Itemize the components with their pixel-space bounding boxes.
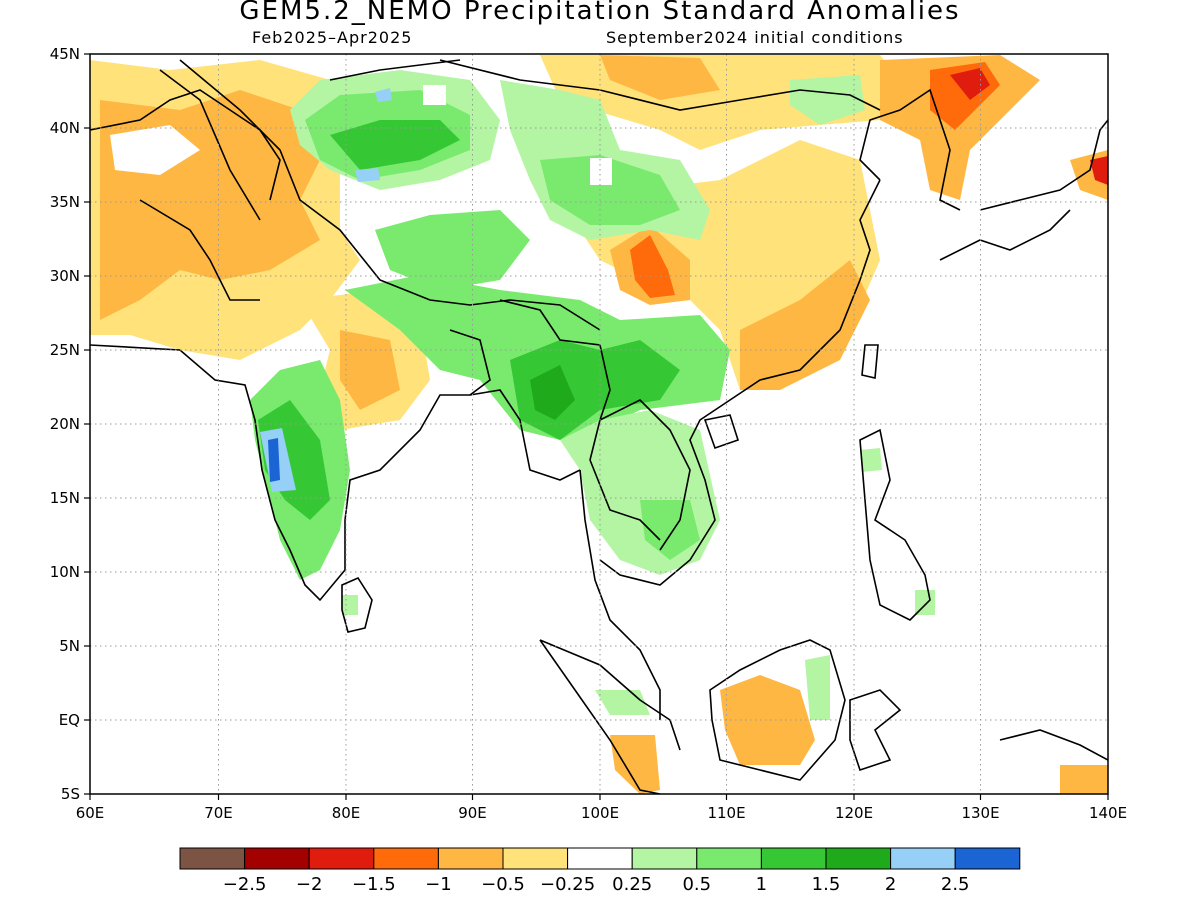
dry-region-south-china-orange xyxy=(740,260,870,390)
wet-region-tibet-north-dark xyxy=(330,120,460,170)
dry-region-newguinea xyxy=(1060,765,1108,794)
colorbar-label: 0.25 xyxy=(612,874,652,895)
wet-region-philippines xyxy=(860,448,882,472)
coast-srilanka xyxy=(341,576,373,633)
border-tibet xyxy=(159,59,461,221)
wet-region-borneo-east xyxy=(805,655,830,720)
colorbar-swatch xyxy=(567,847,633,870)
wet-region-tibet-south xyxy=(375,210,530,290)
lat-label: 25N xyxy=(50,341,80,359)
colorbar-label: −1 xyxy=(425,874,452,895)
colorbar-swatch xyxy=(373,847,439,870)
coast-sumatra xyxy=(539,639,661,794)
wet-region-indochina-mid xyxy=(640,500,700,560)
colorbar-swatch xyxy=(825,847,892,870)
colorbar-swatch xyxy=(308,847,375,870)
wet-region-sumatra-n xyxy=(595,690,650,715)
wet-region-mongolia-mid xyxy=(540,155,680,225)
wet-region-india-west-darkblue xyxy=(268,438,280,482)
lon-label: 70E xyxy=(204,804,233,822)
border-himalaya xyxy=(179,59,601,331)
lat-label: 5N xyxy=(59,637,80,655)
colorbar-label: −2.5 xyxy=(223,874,267,895)
lat-label: 30N xyxy=(50,267,80,285)
lat-label: 45N xyxy=(50,45,80,63)
coast-china-north xyxy=(859,88,961,211)
dry-region-white-hole xyxy=(110,125,200,175)
lat-label: 40N xyxy=(50,119,80,137)
dry-region-central-china-red xyxy=(630,235,675,298)
no-anomaly-spot-1 xyxy=(423,85,446,105)
colorbar-label: −2 xyxy=(296,874,323,895)
lat-label: EQ xyxy=(59,711,80,729)
colorbar-swatch xyxy=(179,847,246,870)
lon-label: 60E xyxy=(76,804,105,822)
lon-label: 110E xyxy=(707,804,745,822)
lon-label: 120E xyxy=(835,804,873,822)
colorbar-swatch xyxy=(760,847,827,870)
dry-region-japan-red xyxy=(1090,156,1108,185)
lon-label: 140E xyxy=(1089,804,1127,822)
lat-labels: 45N 40N 35N 30N 25N 20N 15N 10N 5N EQ 5S xyxy=(50,45,80,803)
dry-region-north-china-orange xyxy=(600,55,720,100)
border-pakistan xyxy=(139,199,260,301)
lat-label: 20N xyxy=(50,415,80,433)
colorbar-label: −0.25 xyxy=(540,874,595,895)
dry-region-borneo xyxy=(720,675,815,765)
wet-region-myanmar-darker xyxy=(530,365,575,420)
colorbar-label: −1.5 xyxy=(352,874,396,895)
colorbar-label: 1.5 xyxy=(812,874,841,895)
colorbar-label: −0.5 xyxy=(481,874,525,895)
coast-japan-south xyxy=(939,209,1071,261)
colorbar-label: 0.5 xyxy=(682,874,711,895)
forecast-period: Feb2025–Apr2025 xyxy=(252,28,413,47)
no-anomaly-spot-2 xyxy=(590,158,612,185)
lon-label: 100E xyxy=(581,804,619,822)
lat-lon-grid xyxy=(90,54,1108,794)
lon-label: 130E xyxy=(961,804,999,822)
border-mongolia xyxy=(439,59,881,111)
lat-label: 10N xyxy=(50,563,80,581)
colorbar-label: 2.5 xyxy=(941,874,970,895)
colorbar: −2.5 −2 −1.5 −1 −0.5 −0.25 0.25 0.5 1 1.… xyxy=(179,847,1021,895)
lat-label: 35N xyxy=(50,193,80,211)
map-title: GEM5.2_NEMO Precipitation Standard Anoma… xyxy=(239,0,961,26)
lon-label: 80E xyxy=(332,804,361,822)
axis-ticks xyxy=(84,53,1109,800)
lon-labels: 60E 70E 80E 90E 100E 110E 120E 130E 140E xyxy=(76,804,1127,822)
wet-region-srilanka xyxy=(342,595,358,615)
coast-malay xyxy=(539,639,681,751)
colorbar-swatch xyxy=(502,847,569,870)
wet-region-tibet-north-blue2 xyxy=(375,88,392,102)
wet-region-mongolia-ne xyxy=(790,75,865,125)
initial-conditions: September2024 initial conditions xyxy=(606,28,904,47)
dry-region-sumatra xyxy=(610,735,660,794)
coast-philippines xyxy=(859,428,931,621)
lon-label: 90E xyxy=(458,804,487,822)
wet-region-tibet-north-blue xyxy=(355,168,380,182)
colorbar-swatch xyxy=(244,847,310,870)
colorbar-swatch xyxy=(890,847,956,870)
dry-region-korea-darkred xyxy=(950,68,990,100)
coast-newguinea xyxy=(999,729,1108,761)
colorbar-swatch xyxy=(437,847,504,870)
border-laos-vietnam xyxy=(599,399,691,551)
colorbar-swatch xyxy=(954,847,1021,870)
coast-hainan xyxy=(703,414,739,450)
coast-sulawesi xyxy=(849,689,902,772)
border-iran xyxy=(90,89,281,201)
coast-taiwan xyxy=(861,344,879,379)
border-bangladesh xyxy=(449,329,491,396)
coast-india-arabian xyxy=(90,344,581,602)
colorbar-label: 2 xyxy=(885,874,896,895)
colorbar-label: 1 xyxy=(756,874,767,895)
lat-label: 15N xyxy=(50,489,80,507)
lat-label: 5S xyxy=(61,785,80,803)
colorbar-swatch xyxy=(631,847,698,870)
coastlines xyxy=(90,59,1108,794)
colorbar-swatch xyxy=(696,847,762,870)
